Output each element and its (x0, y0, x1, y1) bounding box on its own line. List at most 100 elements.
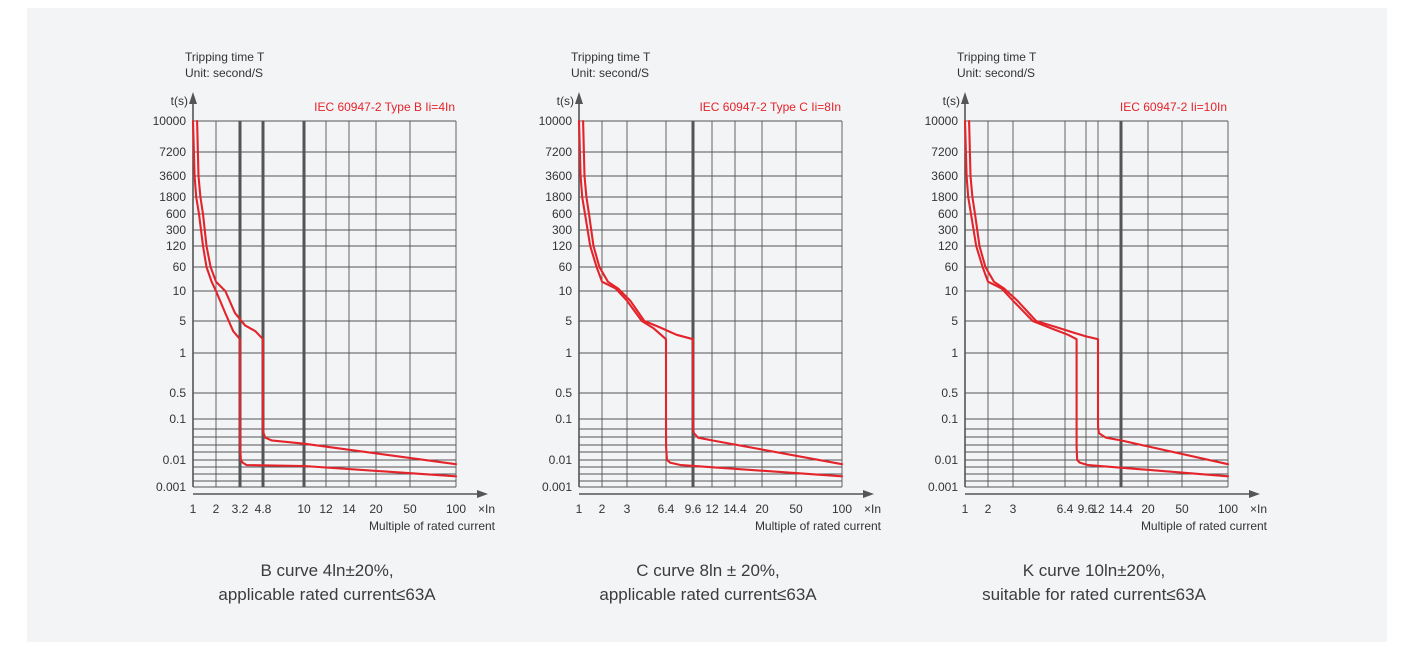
c-x-unit: ×In (864, 502, 881, 516)
c-ytick-label: 5 (565, 314, 572, 328)
c-chart-title: IEC 60947-2 Type C Ii=8In (699, 100, 841, 114)
b-ytick-label: 1 (179, 346, 186, 360)
k-ytick-label: 10000 (925, 114, 959, 128)
b-y-axis-arrow (189, 92, 197, 104)
k-trip-curve-upper (968, 119, 1230, 466)
c-xtick-label: 20 (755, 502, 769, 516)
caption-k-curve: K curve 10ln±20%, suitable for rated cur… (924, 559, 1264, 607)
k-xtick-label: 1 (962, 502, 969, 516)
c-xtick-label: 50 (789, 502, 803, 516)
c-ytick-label: 7200 (545, 145, 572, 159)
c-ylabel-line2: Unit: second/S (571, 66, 649, 80)
b-ytick-label: 10 (173, 284, 187, 298)
c-x-axis-arrow (863, 490, 874, 498)
b-xtick-label: 3.2 (232, 502, 249, 516)
c-ylabel-line1: Tripping time T (571, 50, 651, 64)
b-y-unit: t(s) (171, 94, 188, 108)
b-ytick-label: 120 (166, 239, 186, 253)
k-ylabel-line1: Tripping time T (957, 50, 1037, 64)
k-xlabel: Multiple of rated current (1141, 519, 1268, 533)
c-ytick-label: 120 (552, 239, 572, 253)
b-ytick-label: 5 (179, 314, 186, 328)
b-ytick-label: 1800 (159, 190, 186, 204)
caption-k-line2: suitable for rated current≤63A (982, 585, 1206, 604)
k-ytick-label: 600 (938, 207, 958, 221)
c-xtick-label: 14.4 (723, 502, 747, 516)
c-trip-curve-lower (577, 119, 844, 478)
b-x-axis-arrow (477, 490, 488, 498)
k-ytick-label: 10 (945, 284, 959, 298)
b-ytick-label: 0.5 (169, 386, 186, 400)
k-ytick-label: 0.1 (941, 412, 958, 426)
caption-b-line1: B curve 4ln±20%, (260, 561, 394, 580)
k-trip-curve-lower (963, 119, 1230, 478)
c-trip-curve-upper (582, 119, 844, 466)
b-xtick-label: 20 (369, 502, 383, 516)
b-ytick-label: 10000 (153, 114, 187, 128)
b-xtick-label: 100 (446, 502, 466, 516)
c-ytick-label: 300 (552, 223, 572, 237)
k-xtick-label: 100 (1218, 502, 1238, 516)
c-ytick-label: 3600 (545, 169, 572, 183)
k-ytick-label: 3600 (931, 169, 958, 183)
b-ytick-label: 3600 (159, 169, 186, 183)
b-xtick-label: 1 (190, 502, 197, 516)
c-ytick-label: 1800 (545, 190, 572, 204)
k-x-unit: ×In (1250, 502, 1267, 516)
c-ytick-label: 10000 (539, 114, 573, 128)
k-ytick-label: 0.5 (941, 386, 958, 400)
caption-b-line2: applicable rated current≤63A (218, 585, 436, 604)
caption-c-line1: C curve 8ln ± 20%, (636, 561, 780, 580)
b-ytick-label: 600 (166, 207, 186, 221)
b-xlabel: Multiple of rated current (369, 519, 496, 533)
caption-k-line1: K curve 10ln±20%, (1022, 561, 1166, 580)
c-ytick-label: 0.1 (555, 412, 572, 426)
k-ytick-label: 7200 (931, 145, 958, 159)
c-xtick-label: 1 (576, 502, 583, 516)
b-ytick-label: 60 (173, 260, 187, 274)
k-chart-title: IEC 60947-2 Ii=10In (1120, 100, 1227, 114)
c-xlabel: Multiple of rated current (755, 519, 882, 533)
k-ytick-label: 300 (938, 223, 958, 237)
k-xtick-label: 20 (1141, 502, 1155, 516)
b-xtick-label: 14 (342, 502, 356, 516)
k-xtick-label: 50 (1175, 502, 1189, 516)
b-xtick-label: 2 (213, 502, 220, 516)
k-x-axis-arrow (1249, 490, 1260, 498)
k-y-unit: t(s) (943, 94, 960, 108)
b-trip-curve-upper (196, 119, 458, 466)
b-x-unit: ×In (478, 502, 495, 516)
c-xtick-label: 3 (624, 502, 631, 516)
b-ytick-label: 7200 (159, 145, 186, 159)
b-ylabel-line1: Tripping time T (185, 50, 265, 64)
c-ytick-label: 60 (559, 260, 573, 274)
k-xtick-label: 2 (985, 502, 992, 516)
k-ytick-label: 0.01 (935, 453, 959, 467)
caption-c-line2: applicable rated current≤63A (599, 585, 817, 604)
b-ytick-label: 0.001 (156, 480, 186, 494)
b-xtick-label: 4.8 (255, 502, 272, 516)
c-xtick-label: 6.4 (658, 502, 675, 516)
b-ylabel-line2: Unit: second/S (185, 66, 263, 80)
k-ylabel-line2: Unit: second/S (957, 66, 1035, 80)
c-ytick-label: 600 (552, 207, 572, 221)
b-ytick-label: 300 (166, 223, 186, 237)
c-y-axis-arrow (575, 92, 583, 104)
b-xtick-label: 10 (297, 502, 311, 516)
c-ytick-label: 0.001 (542, 480, 572, 494)
k-xtick-label: 9.6 (1078, 502, 1095, 516)
b-ytick-label: 0.1 (169, 412, 186, 426)
c-ytick-label: 1 (565, 346, 572, 360)
c-ytick-label: 0.01 (549, 453, 573, 467)
k-xtick-label: 12 (1091, 502, 1105, 516)
c-xtick-label: 9.6 (685, 502, 702, 516)
k-ytick-label: 1 (951, 346, 958, 360)
k-xtick-label: 14.4 (1109, 502, 1133, 516)
k-ytick-label: 60 (945, 260, 959, 274)
b-xtick-label: 50 (403, 502, 417, 516)
content-panel (27, 8, 1387, 642)
b-trip-curve-lower (191, 119, 458, 478)
b-ytick-label: 0.01 (163, 453, 187, 467)
k-ytick-label: 1800 (931, 190, 958, 204)
